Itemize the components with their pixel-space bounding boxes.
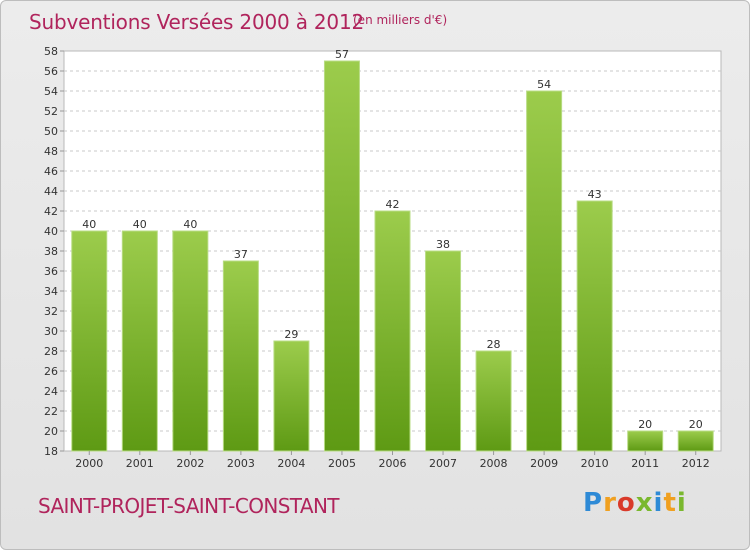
x-tick-label: 2008 xyxy=(480,457,508,470)
y-tick-label: 32 xyxy=(44,305,58,318)
y-tick-label: 30 xyxy=(44,325,58,338)
data-label: 37 xyxy=(234,248,248,261)
x-tick-label: 2007 xyxy=(429,457,457,470)
x-tick-label: 2012 xyxy=(682,457,710,470)
logo-letter: r xyxy=(603,488,617,518)
bar xyxy=(526,90,563,452)
data-label: 42 xyxy=(386,198,400,211)
logo-letter: o xyxy=(616,488,636,518)
data-label: 40 xyxy=(133,218,147,231)
y-tick-label: 22 xyxy=(44,405,58,418)
y-tick-label: 24 xyxy=(44,385,58,398)
data-label: 20 xyxy=(638,418,652,431)
logo-letter: x xyxy=(635,488,654,518)
y-tick-label: 26 xyxy=(44,365,58,378)
logo-letter: t xyxy=(663,488,677,518)
data-label: 20 xyxy=(689,418,703,431)
bars: 40 40 40 37 29 57 42 38 28 54 43 20 20 xyxy=(71,48,714,452)
x-tick-label: 2002 xyxy=(176,457,204,470)
x-tick-label: 2001 xyxy=(126,457,154,470)
y-tick-label: 48 xyxy=(44,145,58,158)
data-label: 28 xyxy=(487,338,501,351)
y-tick-label: 46 xyxy=(44,165,58,178)
y-tick-label: 56 xyxy=(44,65,58,78)
data-label: 40 xyxy=(82,218,96,231)
y-axis: 18 20 22 24 26 28 30 32 34 36 38 40 42 44 46 48 50 52 54 56… xyxy=(44,45,64,458)
x-tick-label: 2005 xyxy=(328,457,356,470)
bar xyxy=(71,230,108,452)
data-label: 54 xyxy=(537,78,551,91)
x-axis: 2000 2001 2002 2003 2004 2005 2006 2007 2008 2009… xyxy=(75,451,710,470)
data-label: 57 xyxy=(335,48,349,61)
chart-subtitle: (en milliers d'€) xyxy=(353,13,448,27)
y-tick-label: 42 xyxy=(44,205,58,218)
x-tick-label: 2006 xyxy=(379,457,407,470)
bar xyxy=(425,250,462,452)
x-tick-label: 2011 xyxy=(631,457,659,470)
y-tick-label: 40 xyxy=(44,225,58,238)
y-tick-label: 18 xyxy=(44,445,58,458)
y-tick-label: 52 xyxy=(44,105,58,118)
y-tick-label: 54 xyxy=(44,85,58,98)
y-tick-label: 50 xyxy=(44,125,58,138)
bar xyxy=(222,260,259,452)
data-label: 38 xyxy=(436,238,450,251)
bar xyxy=(475,350,512,452)
bar xyxy=(627,430,664,452)
bar xyxy=(273,340,310,452)
y-tick-label: 38 xyxy=(44,245,58,258)
y-tick-label: 36 xyxy=(44,265,58,278)
bar xyxy=(374,210,411,452)
chart-title: Subventions Versées 2000 à 2012 xyxy=(29,10,365,34)
data-label: 43 xyxy=(588,188,602,201)
x-tick-label: 2000 xyxy=(75,457,103,470)
bar xyxy=(677,430,714,452)
proxiti-logo[interactable]: Proxiti xyxy=(583,488,687,518)
data-label: 29 xyxy=(284,328,298,341)
y-tick-label: 34 xyxy=(44,285,58,298)
data-label: 40 xyxy=(183,218,197,231)
y-tick-label: 58 xyxy=(44,45,58,58)
y-tick-label: 28 xyxy=(44,345,58,358)
logo-letter: P xyxy=(583,488,604,518)
x-tick-label: 2010 xyxy=(581,457,609,470)
logo-letter: i xyxy=(653,488,664,518)
bar xyxy=(121,230,158,452)
y-tick-label: 20 xyxy=(44,425,58,438)
x-tick-label: 2004 xyxy=(277,457,305,470)
y-tick-label: 44 xyxy=(44,185,58,198)
x-tick-label: 2003 xyxy=(227,457,255,470)
x-tick-label: 2009 xyxy=(530,457,558,470)
bar xyxy=(323,60,360,452)
bar xyxy=(576,200,613,452)
logo-letter: i xyxy=(676,488,687,518)
commune-name: SAINT-PROJET-SAINT-CONSTANT xyxy=(38,494,340,518)
bar xyxy=(172,230,209,452)
